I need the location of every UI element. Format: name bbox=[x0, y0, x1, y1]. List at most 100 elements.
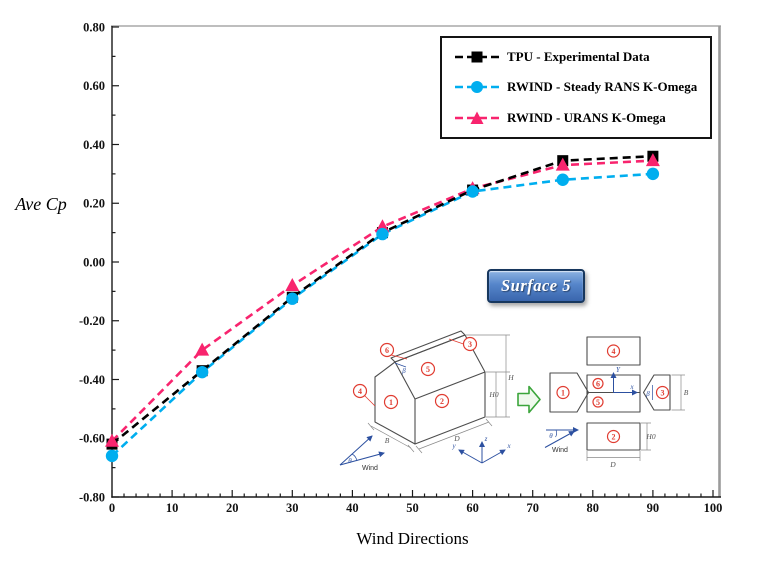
surface-5-callout bbox=[592, 396, 604, 408]
legend-item-tpu: TPU - Experimental Data bbox=[454, 49, 702, 65]
x-axis-arrow-icon bbox=[481, 449, 506, 464]
axis-ticks bbox=[111, 26, 714, 498]
unfolded-axes: Y x β bbox=[610, 366, 653, 400]
legend-label: RWIND - Steady RANS K-Omega bbox=[507, 79, 698, 95]
surface-6-callout bbox=[592, 377, 604, 390]
legend-marker-triangle-icon bbox=[455, 111, 499, 124]
x-tick-label: 10 bbox=[166, 501, 179, 515]
svg-text:2: 2 bbox=[440, 397, 444, 406]
svg-text:3: 3 bbox=[468, 340, 472, 349]
x-tick-label: 20 bbox=[226, 501, 239, 515]
svg-text:B: B bbox=[385, 436, 390, 445]
svg-text:H0: H0 bbox=[488, 390, 498, 399]
svg-text:1: 1 bbox=[561, 389, 565, 398]
x-tick-label: 60 bbox=[466, 501, 479, 515]
marker-triangle-icon bbox=[105, 433, 119, 447]
y-tick-label: 0.60 bbox=[83, 79, 105, 93]
unfolded-dimension-lines bbox=[586, 374, 685, 461]
svg-text:5: 5 bbox=[596, 398, 600, 407]
marker-circle-icon bbox=[466, 185, 479, 198]
surface-3-callout bbox=[462, 336, 478, 352]
surface-1-callout bbox=[556, 385, 570, 400]
marker-circle-icon bbox=[286, 292, 299, 305]
house-3d-view: 1 2 3 4 5 6 B D H0 H β θ Wind z y bbox=[339, 330, 514, 472]
svg-text:4: 4 bbox=[612, 347, 616, 356]
svg-text:β: β bbox=[645, 390, 650, 398]
surface-2-callout bbox=[606, 429, 621, 444]
house-dimension-lines bbox=[367, 334, 510, 454]
unfold-arrow-icon bbox=[517, 385, 541, 414]
y-tick-label: 0.20 bbox=[83, 197, 105, 211]
svg-text:6: 6 bbox=[385, 346, 389, 355]
svg-text:Y: Y bbox=[616, 366, 621, 374]
svg-text:D: D bbox=[453, 434, 460, 443]
house-dimension-labels: B D H0 H β bbox=[385, 362, 514, 445]
unfolded-surface-callouts: 4 1 6 5 3 2 bbox=[556, 344, 670, 444]
y-tick-label: 0.80 bbox=[83, 20, 105, 34]
surface-3-callout bbox=[655, 385, 670, 400]
wind-arrow-icon bbox=[339, 435, 373, 466]
svg-text:y: y bbox=[451, 442, 456, 450]
svg-text:z: z bbox=[484, 435, 488, 443]
marker-circle-icon bbox=[195, 365, 209, 379]
legend-item-rwind-steady: RWIND - Steady RANS K-Omega bbox=[454, 79, 702, 95]
surface-badge: Surface 5 bbox=[487, 269, 585, 303]
svg-text:3: 3 bbox=[661, 389, 665, 398]
house-unfolded-view: 4 1 6 5 3 2 Y x β B H0 D θ Wind bbox=[544, 336, 689, 469]
marker-circle-icon bbox=[556, 173, 569, 186]
svg-text:6: 6 bbox=[596, 380, 600, 389]
surface-2-callout bbox=[434, 393, 450, 409]
wind-reference-arrow-icon bbox=[339, 451, 385, 466]
y-tick-label: -0.40 bbox=[79, 373, 105, 387]
marker-circle-icon bbox=[646, 167, 660, 181]
marker-circle-icon bbox=[105, 449, 119, 463]
svg-text:β: β bbox=[401, 367, 406, 375]
surface-4-callout bbox=[606, 344, 621, 358]
marker-circle-icon bbox=[376, 227, 389, 241]
legend-label: TPU - Experimental Data bbox=[507, 49, 650, 65]
svg-text:Wind: Wind bbox=[552, 447, 568, 454]
surface-badge-label: Surface 5 bbox=[500, 276, 572, 295]
svg-text:x: x bbox=[506, 442, 511, 450]
marker-triangle-icon bbox=[195, 342, 210, 356]
chart-legend: TPU - Experimental Data RWIND - Steady R… bbox=[440, 36, 712, 139]
tick-labels: 0 10 20 30 40 50 60 70 80 90 100 -0.80 -0.60 -0.40 -0.… bbox=[79, 20, 722, 515]
svg-text:Wind: Wind bbox=[362, 465, 378, 472]
y-axis-arrow-icon bbox=[458, 449, 483, 464]
svg-text:x: x bbox=[629, 383, 634, 391]
svg-text:5: 5 bbox=[426, 365, 430, 374]
legend-marker-square-icon bbox=[455, 51, 499, 63]
svg-text:H: H bbox=[507, 373, 514, 382]
surface-5-callout bbox=[420, 361, 436, 377]
x-tick-label: 50 bbox=[406, 501, 419, 515]
y-tick-label: 0.40 bbox=[83, 138, 105, 152]
x-tick-label: 40 bbox=[346, 501, 359, 515]
y-tick-label: -0.60 bbox=[79, 432, 105, 446]
legend-marker-circle-icon bbox=[455, 81, 499, 94]
series-markers bbox=[105, 150, 660, 463]
house-surface-callouts: 1 2 3 4 5 6 bbox=[352, 336, 478, 410]
x-tick-label: 90 bbox=[647, 501, 660, 515]
svg-text:2: 2 bbox=[612, 433, 616, 442]
svg-text:H0: H0 bbox=[645, 432, 655, 441]
x-tick-label: 80 bbox=[587, 501, 600, 515]
x-tick-label: 100 bbox=[704, 501, 723, 515]
svg-text:B: B bbox=[684, 388, 689, 397]
legend-item-rwind-urans: RWIND - URANS K-Omega bbox=[454, 110, 702, 126]
surface-1-callout bbox=[383, 394, 399, 410]
legend-label: RWIND - URANS K-Omega bbox=[507, 109, 666, 125]
x-tick-label: 30 bbox=[286, 501, 299, 515]
y-tick-label: 0.00 bbox=[83, 255, 105, 269]
svg-text:θ: θ bbox=[348, 457, 352, 465]
surface-6-callout bbox=[379, 342, 395, 358]
y-tick-label: -0.20 bbox=[79, 314, 105, 328]
surface-4-callout bbox=[352, 383, 368, 399]
svg-text:D: D bbox=[609, 460, 616, 469]
marker-triangle-icon bbox=[555, 157, 570, 171]
y-axis-title: Ave Cp bbox=[15, 194, 67, 214]
svg-text:θ: θ bbox=[549, 432, 553, 440]
x-tick-label: 70 bbox=[526, 501, 539, 515]
x-axis-title: Wind Directions bbox=[356, 529, 469, 548]
